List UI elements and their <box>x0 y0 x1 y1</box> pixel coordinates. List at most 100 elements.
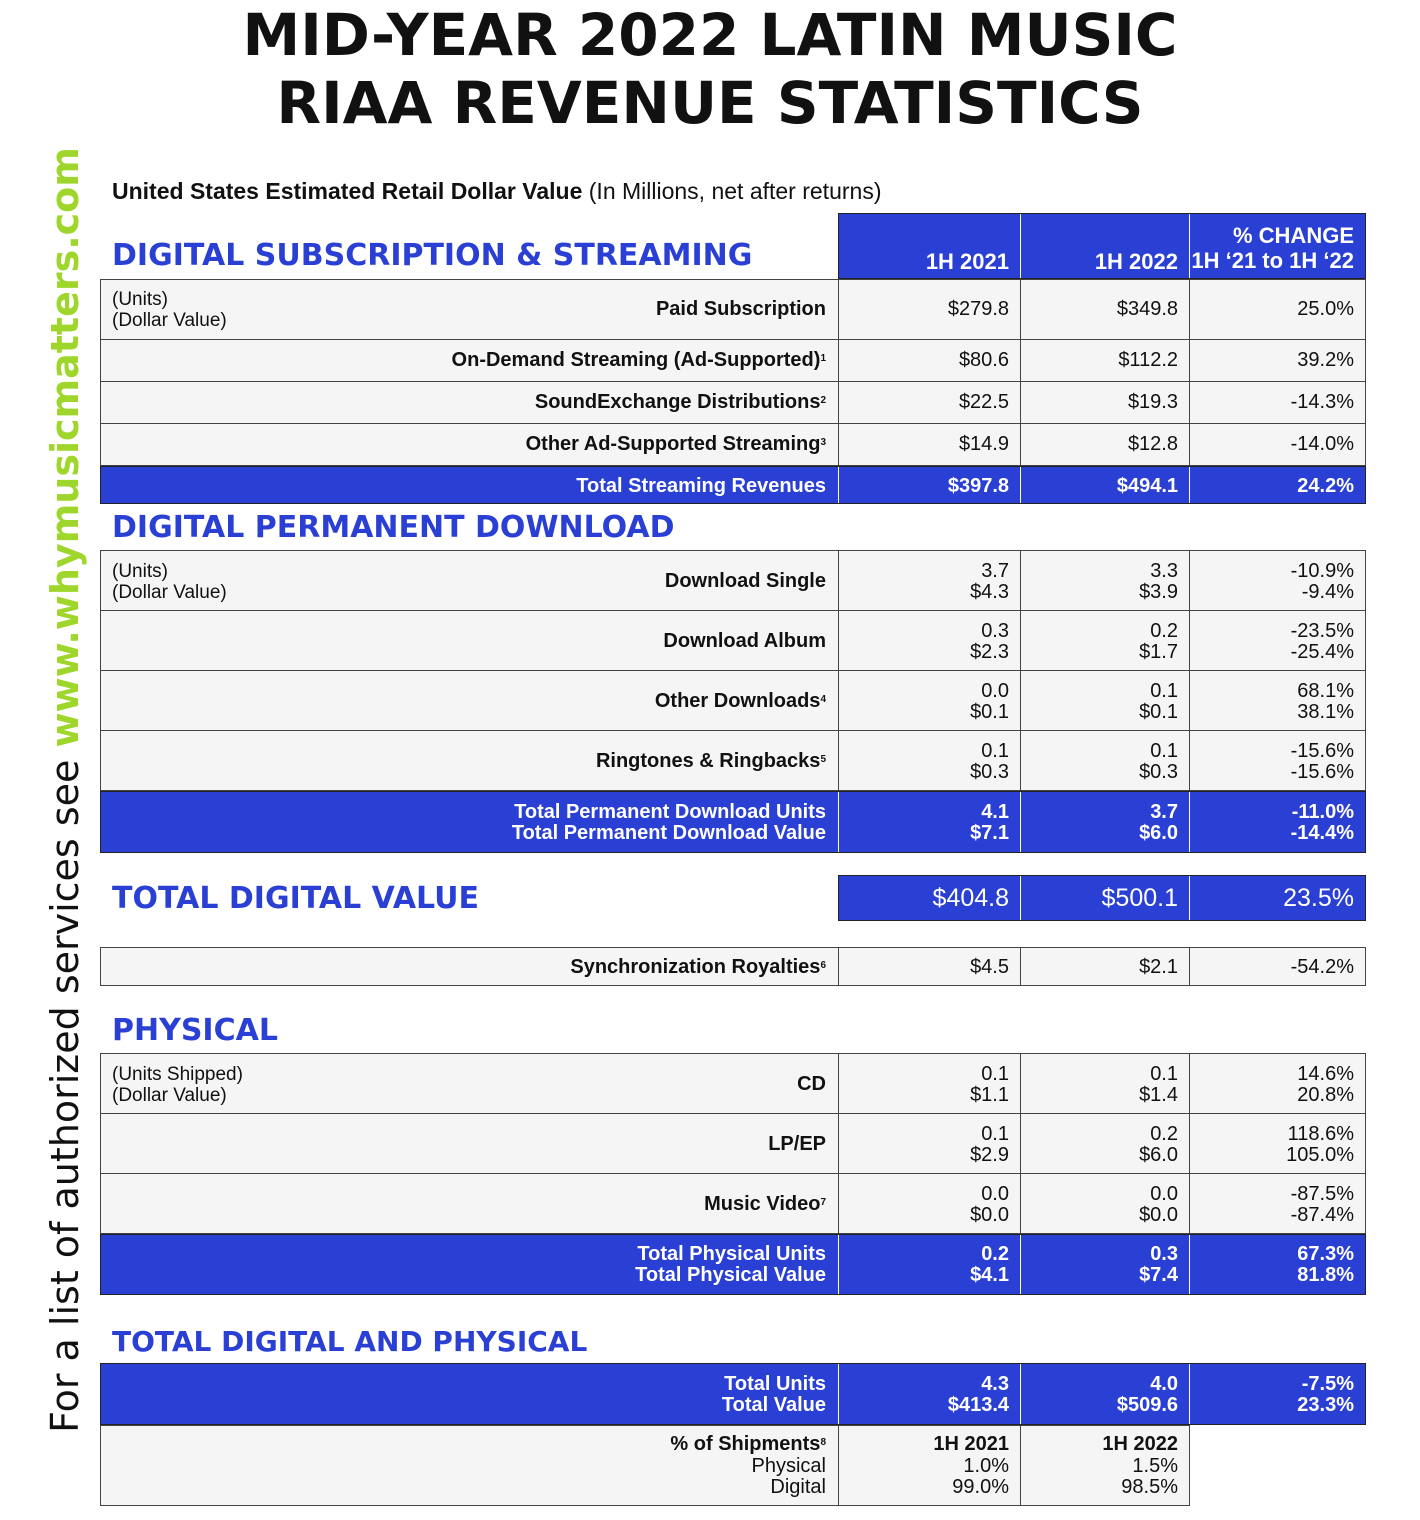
row-label-soundexchange: SoundExchange Distributions2 <box>534 391 826 413</box>
row-pct-dollars: 38.1% <box>1297 701 1354 723</box>
row-dollars-1h2022: $0.3 <box>1139 761 1178 783</box>
section-heading-total-digital: TOTAL DIGITAL VALUE <box>112 881 479 916</box>
row-units-1h2021: 0.1 <box>981 740 1009 762</box>
row-label-lp-ep: LP/EP <box>768 1133 826 1155</box>
table-subtitle: United States Estimated Retail Dollar Va… <box>112 178 881 205</box>
side-note-text: For a list of authorized services see <box>43 747 87 1433</box>
total-download-value-1h2021: $7.1 <box>970 822 1009 844</box>
row-pct-units: 118.6% <box>1287 1123 1354 1145</box>
row-value-pct: 25.0% <box>1297 298 1354 320</box>
row-label-paid-subscription: Paid Subscription <box>655 298 826 320</box>
row-value-1h2021: $279.8 <box>947 298 1009 320</box>
total-physical-value-1h2021: $4.1 <box>970 1264 1009 1286</box>
total-units-1h2021: 4.3 <box>981 1373 1009 1395</box>
row-label-on-demand-streaming: On-Demand Streaming (Ad-Supported)1 <box>451 349 826 371</box>
section-heading-streaming: DIGITAL SUBSCRIPTION & STREAMING <box>112 238 753 273</box>
total-value-pct: 23.3% <box>1297 1394 1354 1416</box>
subtitle-rest: (In Millions, net after returns) <box>582 178 882 204</box>
total-value-1h2021: $413.4 <box>947 1394 1009 1416</box>
unit-note-units: (Units) <box>112 289 168 310</box>
row-label-cd: CD <box>797 1073 826 1095</box>
total-streaming-pct: 24.2% <box>1297 475 1354 497</box>
shipments-physical-1h2021: 1.0% <box>963 1455 1009 1477</box>
side-note-url[interactable]: www.whymusicmatters.com <box>43 147 87 748</box>
streaming-total-row <box>100 466 1366 504</box>
row-units-1h2022: 0.0 <box>1150 1183 1178 1205</box>
physical-table <box>100 1053 1366 1234</box>
row-dollars-1h2021: $0.1 <box>970 701 1009 723</box>
total-download-value-pct: -14.4% <box>1290 822 1354 844</box>
row-units-1h2022: 0.1 <box>1150 740 1178 762</box>
row-dollars-1h2022: $1.7 <box>1139 641 1178 663</box>
total-units-1h2022: 4.0 <box>1150 1373 1178 1395</box>
column-header <box>838 213 1366 279</box>
total-physical-value-pct: 81.8% <box>1297 1264 1354 1286</box>
total-download-units-label: Total Permanent Download Units <box>514 801 826 823</box>
side-note: For a list of authorized services see ww… <box>35 140 95 1440</box>
sync-1h2021: $4.5 <box>970 956 1009 978</box>
row-value-1h2022: $19.3 <box>1127 391 1178 413</box>
page-title-line-2: RIAA REVENUE STATISTICS <box>276 69 1144 137</box>
row-pct-dollars: -87.4% <box>1290 1204 1354 1226</box>
total-download-units-pct: -11.0% <box>1291 801 1354 823</box>
section-heading-physical: PHYSICAL <box>112 1013 278 1048</box>
col-header-1h2022: 1H 2022 <box>1094 249 1178 274</box>
row-pct-units: -10.9% <box>1290 560 1354 582</box>
shipments-table <box>100 1425 1190 1506</box>
total-physical-units-1h2022: 0.3 <box>1150 1243 1178 1265</box>
row-label-download-single: Download Single <box>664 570 826 592</box>
row-units-1h2022: 3.3 <box>1150 560 1178 582</box>
row-dollars-1h2021: $0.3 <box>970 761 1009 783</box>
total-download-value-label: Total Permanent Download Value <box>511 822 826 844</box>
total-digital-row <box>838 875 1366 921</box>
shipments-digital-1h2022: 98.5% <box>1121 1476 1178 1498</box>
row-pct-dollars: 20.8% <box>1297 1084 1354 1106</box>
row-value-pct: 39.2% <box>1297 349 1354 371</box>
row-units-1h2021: 0.3 <box>981 620 1009 642</box>
row-pct-units: -15.6% <box>1290 740 1354 762</box>
row-units-1h2021: 0.1 <box>981 1123 1009 1145</box>
section-heading-downloads: DIGITAL PERMANENT DOWNLOAD <box>112 510 675 545</box>
row-units-1h2021: 3.7 <box>981 560 1009 582</box>
row-dollars-1h2021: $4.3 <box>970 581 1009 603</box>
total-value-1h2022: $509.6 <box>1116 1394 1178 1416</box>
sync-pct: -54.2% <box>1290 956 1354 978</box>
row-dollars-1h2021: $0.0 <box>970 1204 1009 1226</box>
total-units-pct: -7.5% <box>1301 1373 1354 1395</box>
row-dollars-1h2022: $6.0 <box>1139 1144 1178 1166</box>
total-both-row <box>100 1363 1366 1425</box>
unit-note-dollar: (Dollar Value) <box>112 310 227 331</box>
total-physical-value-label: Total Physical Value <box>635 1264 826 1286</box>
row-label-download-album: Download Album <box>663 630 826 652</box>
row-value-pct: -14.0% <box>1290 433 1354 455</box>
row-label-other-ad-supported: Other Ad-Supported Streaming3 <box>525 433 826 455</box>
row-dollars-1h2022: $1.4 <box>1139 1084 1178 1106</box>
row-units-1h2022: 0.2 <box>1150 1123 1178 1145</box>
row-pct-units: -87.5% <box>1290 1183 1354 1205</box>
total-streaming-1h2022: $494.1 <box>1116 475 1178 497</box>
total-digital-1h2022: $500.1 <box>1101 884 1178 912</box>
shipments-header-1h2022: 1H 2022 <box>1102 1433 1178 1455</box>
row-value-1h2022: $12.8 <box>1127 433 1178 455</box>
total-physical-units-pct: 67.3% <box>1297 1243 1354 1265</box>
physical-total-row <box>100 1234 1366 1295</box>
unit-note-dollar: (Dollar Value) <box>112 1085 227 1106</box>
row-pct-dollars: 105.0% <box>1286 1144 1354 1166</box>
row-units-1h2021: 0.0 <box>981 1183 1009 1205</box>
row-pct-units: 14.6% <box>1297 1063 1354 1085</box>
page-title-line-1: MID-YEAR 2022 LATIN MUSIC <box>242 1 1178 69</box>
col-header-1h2021: 1H 2021 <box>925 249 1009 274</box>
row-dollars-1h2022: $3.9 <box>1139 581 1178 603</box>
row-pct-units: -23.5% <box>1290 620 1354 642</box>
total-download-units-1h2021: 4.1 <box>981 801 1009 823</box>
total-physical-value-1h2022: $7.4 <box>1139 1264 1178 1286</box>
row-pct-units: 68.1% <box>1297 680 1354 702</box>
row-units-1h2022: 0.1 <box>1150 680 1178 702</box>
row-value-1h2021: $14.9 <box>958 433 1009 455</box>
total-download-units-1h2022: 3.7 <box>1150 801 1178 823</box>
unit-note-units: (Units) <box>112 561 168 582</box>
section-heading-total-both: TOTAL DIGITAL AND PHYSICAL <box>112 1325 588 1358</box>
subtitle-bold: United States Estimated Retail Dollar Va… <box>112 178 583 204</box>
sync-table <box>100 947 1366 986</box>
shipments-physical-label: Physical <box>751 1455 826 1477</box>
